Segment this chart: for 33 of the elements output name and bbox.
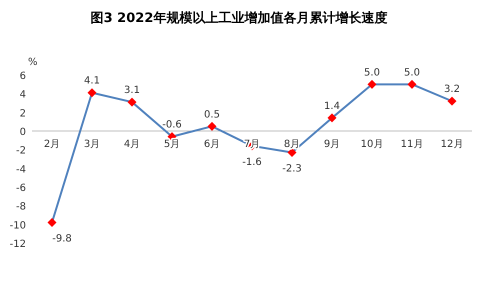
data-label: 5.0 xyxy=(404,67,420,78)
data-label: 3.1 xyxy=(124,85,140,96)
y-tick-label: -4 xyxy=(16,164,26,176)
x-tick-label: 8月 xyxy=(284,139,300,150)
y-tick-label: -10 xyxy=(10,220,26,232)
x-tick-label: 10月 xyxy=(360,139,384,150)
x-tick-label: 2月 xyxy=(44,139,60,150)
y-tick-label: 6 xyxy=(20,71,26,82)
y-tick-label: -8 xyxy=(16,202,26,213)
y-tick-label: 2 xyxy=(20,108,26,120)
data-label: -2.3 xyxy=(282,163,302,174)
x-tick-label: 3月 xyxy=(84,139,100,150)
y-tick-label: -2 xyxy=(16,146,26,157)
x-tick-label: 6月 xyxy=(204,139,220,150)
data-label: -0.6 xyxy=(162,120,182,131)
y-tick-label: -12 xyxy=(10,239,26,250)
y-tick-label: 0 xyxy=(20,127,26,138)
y-tick-label: -6 xyxy=(16,183,26,194)
data-label: 3.2 xyxy=(444,84,460,96)
x-tick-label: 9月 xyxy=(324,139,340,150)
chart-title: 图3 2022年规模以上工业增加值各月累计增长速度 xyxy=(90,10,388,26)
y-tick-label: 4 xyxy=(20,90,26,101)
data-label: 0.5 xyxy=(204,109,220,120)
data-label: -9.8 xyxy=(52,233,72,244)
data-label: 1.4 xyxy=(324,100,340,112)
x-tick-label: 4月 xyxy=(124,139,140,150)
data-label: -1.6 xyxy=(242,156,262,168)
data-label: 5.0 xyxy=(364,67,380,78)
x-tick-label: 12月 xyxy=(440,139,464,150)
x-tick-label: 5月 xyxy=(164,139,180,150)
data-label: 4.1 xyxy=(84,76,100,87)
x-tick-label: 11月 xyxy=(400,139,424,150)
y-axis-title: % xyxy=(28,57,38,68)
